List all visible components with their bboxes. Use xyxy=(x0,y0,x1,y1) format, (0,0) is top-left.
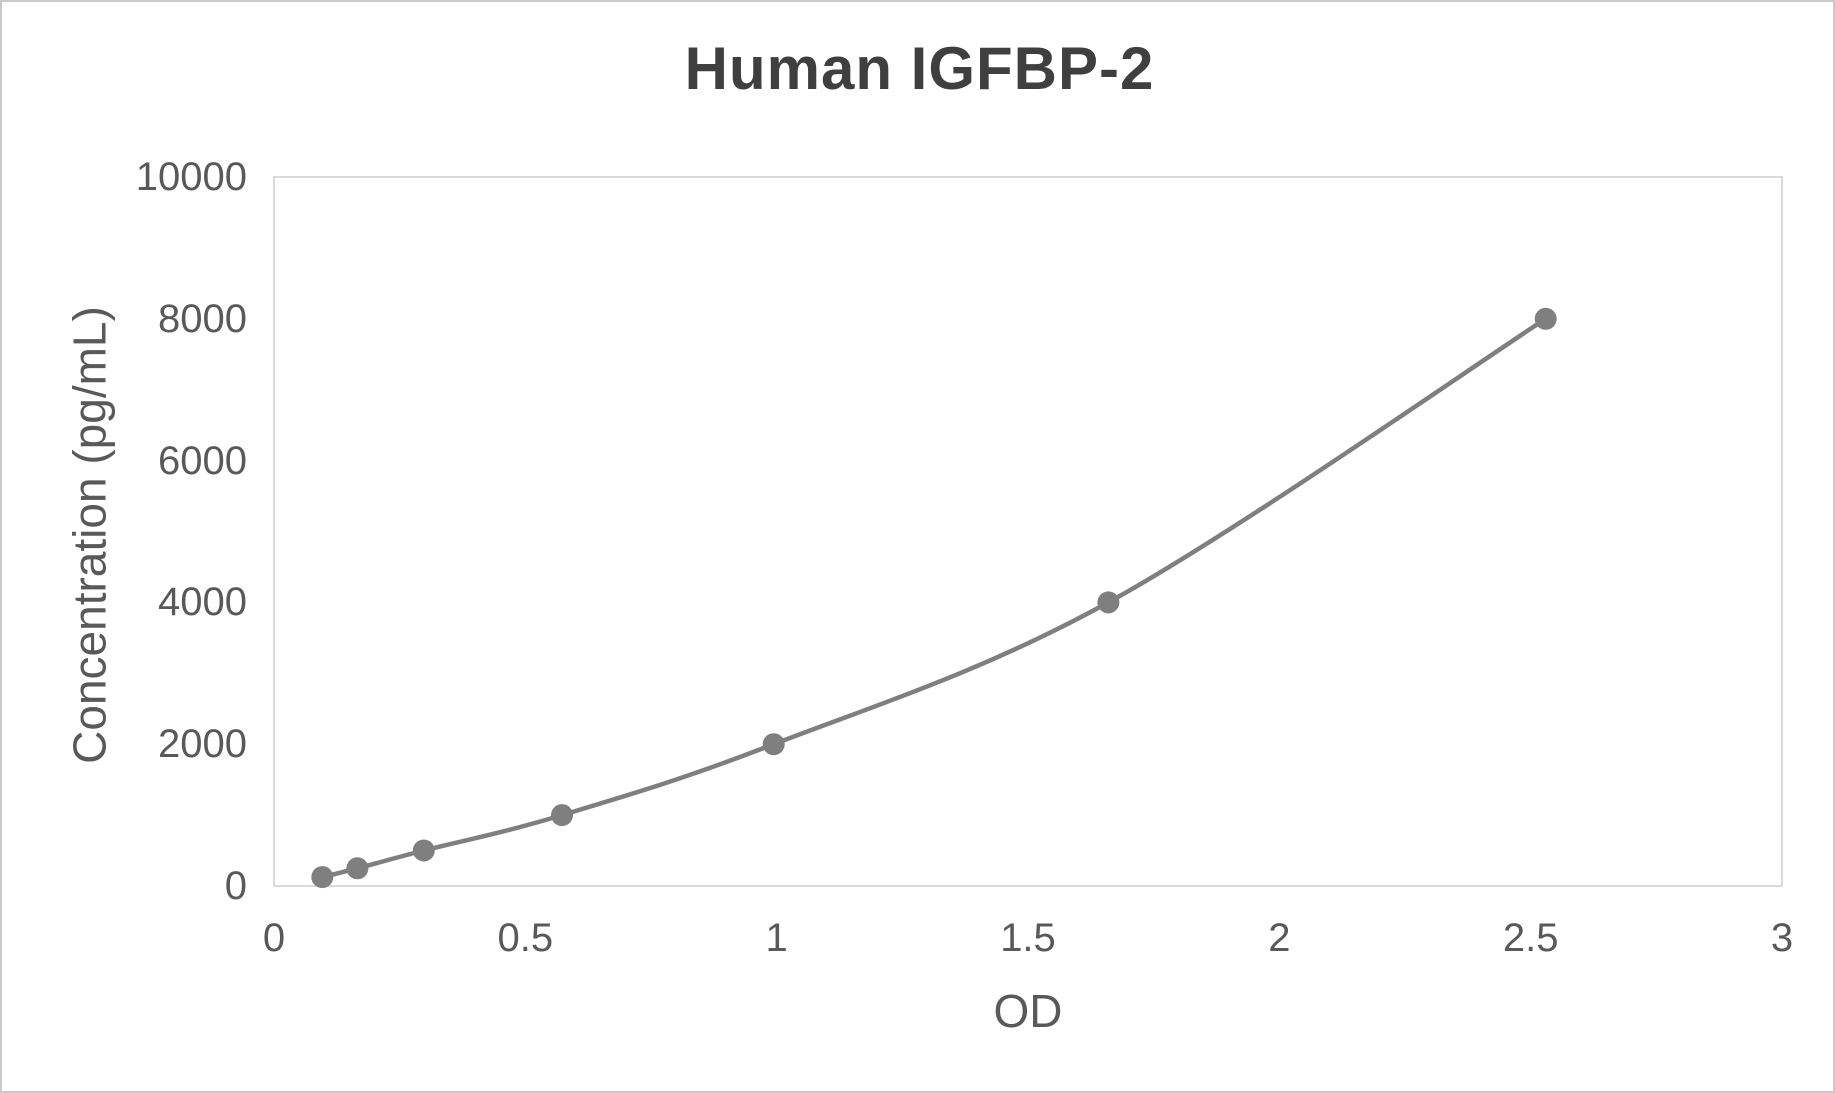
data-point-marker xyxy=(346,857,369,880)
y-tick-label: 4000 xyxy=(158,580,247,625)
y-tick-label: 6000 xyxy=(158,438,247,483)
x-tick-label: 2 xyxy=(1268,916,1291,960)
y-tick-label: 0 xyxy=(224,864,247,908)
data-point-marker xyxy=(311,866,334,889)
data-point-markers xyxy=(311,307,1557,889)
chart-title: Human IGFBP-2 xyxy=(684,35,1155,102)
data-point-marker xyxy=(1534,307,1557,330)
data-point-marker xyxy=(1097,591,1120,614)
x-tick-label: 0.5 xyxy=(497,916,554,960)
data-point-marker xyxy=(551,804,573,827)
x-tick-label: 2.5 xyxy=(1502,916,1559,960)
x-tick-label: 1.5 xyxy=(1000,916,1056,960)
y-tick-label: 8000 xyxy=(158,296,247,341)
y-tick-label: 10000 xyxy=(135,155,247,199)
x-tick-label: 0 xyxy=(262,916,286,960)
y-axis-title: Concentration (pg/mL) xyxy=(63,306,116,764)
y-tick-label: 2000 xyxy=(158,722,247,767)
standard-curve-line xyxy=(320,316,1548,880)
plot-area-border xyxy=(273,176,1783,887)
data-point-marker xyxy=(412,839,435,862)
x-tick-label: 3 xyxy=(1770,916,1794,960)
x-axis-title: OD xyxy=(993,985,1063,1037)
standard-curve-plot xyxy=(273,176,1783,889)
x-tick-label: 1 xyxy=(765,916,788,960)
data-point-marker xyxy=(762,733,785,756)
